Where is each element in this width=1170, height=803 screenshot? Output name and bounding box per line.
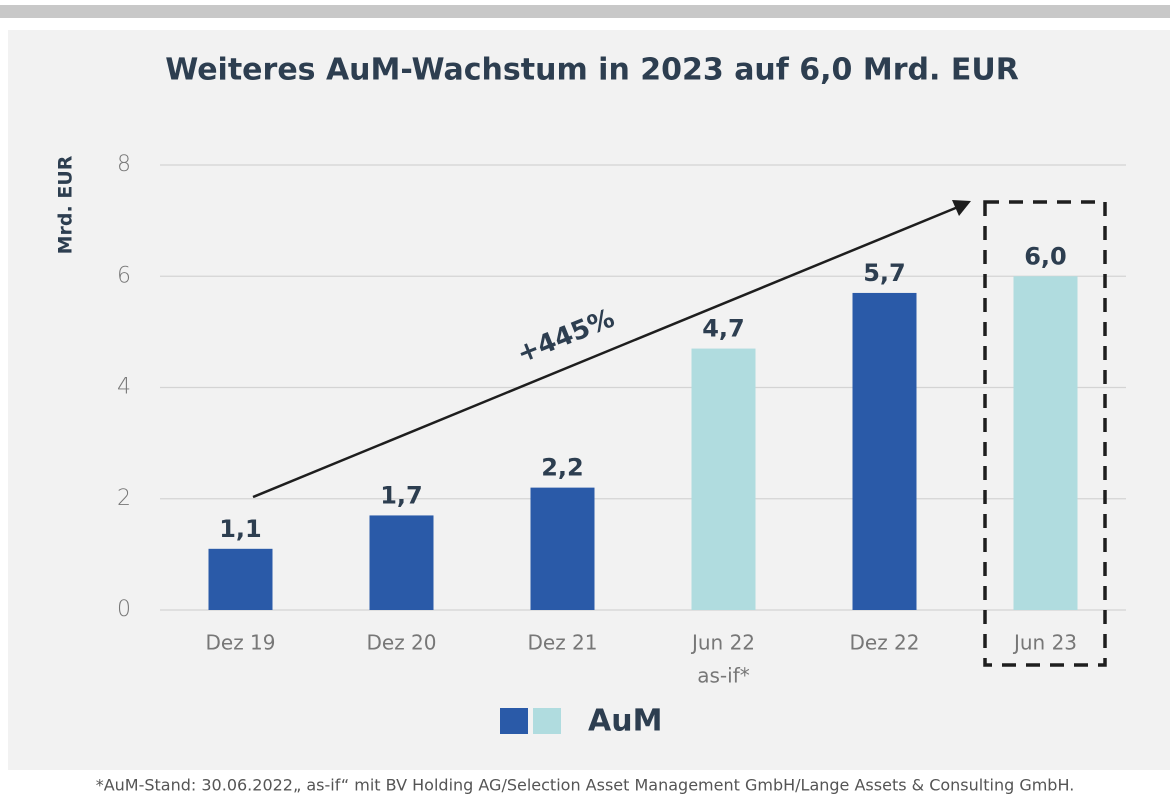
legend-label: AuM xyxy=(588,704,662,739)
x-tick-label: Jun 22 xyxy=(690,631,755,655)
value-label: 2,2 xyxy=(541,454,584,482)
x-tick-sublabel: as-if* xyxy=(697,664,750,688)
chart-title: Weiteres AuM-Wachstum in 2023 auf 6,0 Mr… xyxy=(165,53,1019,88)
value-label: 5,7 xyxy=(863,259,906,287)
y-axis-label: Mrd. EUR xyxy=(55,155,77,254)
value-label: 4,7 xyxy=(702,315,745,343)
value-label: 6,0 xyxy=(1024,242,1067,270)
value-label: 1,1 xyxy=(219,515,262,543)
x-tick-label: Dez 21 xyxy=(527,631,597,655)
y-tick-label: 8 xyxy=(117,152,131,177)
bar xyxy=(369,515,434,610)
bar xyxy=(691,348,756,610)
bar xyxy=(1013,276,1078,610)
y-tick-label: 2 xyxy=(117,486,131,511)
x-tick-label: Dez 19 xyxy=(205,631,275,655)
bar xyxy=(530,487,595,610)
x-tick-label: Dez 20 xyxy=(366,631,436,655)
legend-swatch xyxy=(500,708,528,734)
x-tick-label: Dez 22 xyxy=(849,631,919,655)
top-bar xyxy=(0,5,1170,18)
highlight-box xyxy=(983,200,1107,667)
legend-swatch xyxy=(533,708,561,734)
growth-arrow xyxy=(252,205,959,499)
footnote: *AuM-Stand: 30.06.2022„ as-if“ mit BV Ho… xyxy=(96,776,1075,795)
bar xyxy=(208,548,273,610)
y-tick-label: 0 xyxy=(117,597,131,622)
y-tick-label: 6 xyxy=(117,263,131,288)
arrow-head xyxy=(952,200,971,216)
x-tick-label: Jun 23 xyxy=(1012,631,1077,655)
y-tick-label: 4 xyxy=(117,375,131,400)
value-label: 1,7 xyxy=(380,481,423,509)
panel xyxy=(8,30,1170,770)
bar xyxy=(852,292,917,610)
